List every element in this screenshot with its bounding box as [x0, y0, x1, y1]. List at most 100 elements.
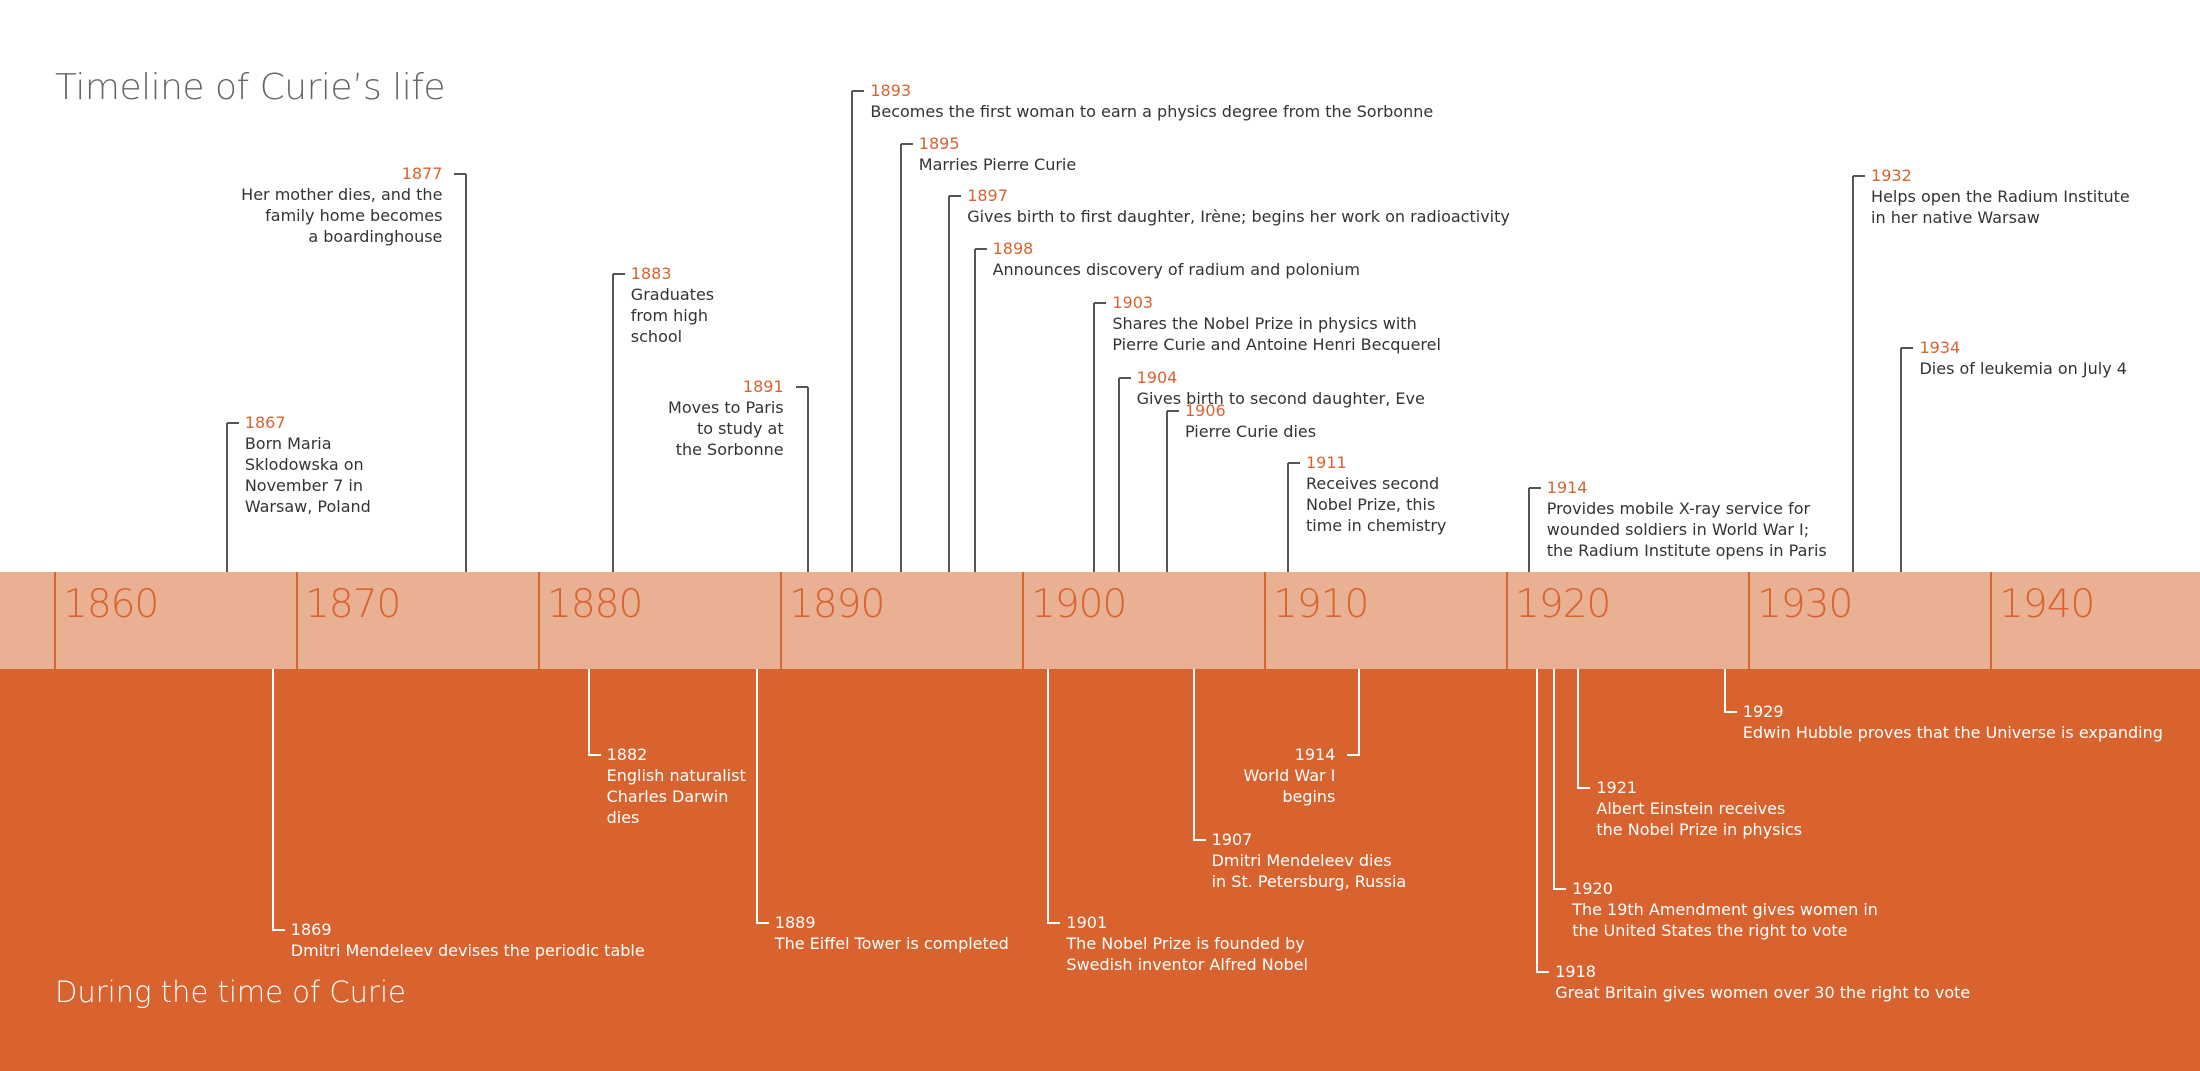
event-description: English naturalist Charles Darwin dies: [606, 766, 746, 827]
world-event: 1918 Great Britain gives women over 30 th…: [1555, 961, 1970, 1003]
event-description: Albert Einstein receives the Nobel Prize…: [1596, 799, 1803, 839]
curie-event: 1883 Graduates from high school: [631, 263, 714, 347]
event-description: The Nobel Prize is founded by Swedish in…: [1066, 934, 1308, 974]
event-year: 1914: [1546, 478, 1588, 497]
curie-event: 1867 Born Maria Sklodowska on November 7 …: [245, 412, 371, 517]
event-year: 1895: [918, 134, 960, 153]
event-year: 1920: [1572, 879, 1613, 898]
event-description: Edwin Hubble proves that the Universe is…: [1742, 723, 2163, 742]
event-year: 1907: [1211, 830, 1253, 849]
event-1891-hook: [795, 386, 808, 388]
event-year: 1882: [606, 745, 648, 764]
world-event: 1929 Edwin Hubble proves that the Univers…: [1743, 701, 2163, 743]
curie-event: 1877 Her mother dies, and the family home…: [241, 163, 442, 247]
world-event: 1889 The Eiffel Tower is completed: [775, 912, 1009, 954]
decade-label: 1910: [1273, 582, 1369, 627]
curie-event: 1914 Provides mobile X-ray service for wo…: [1547, 477, 1827, 561]
event-1914-hook: [1528, 487, 1541, 489]
event-year: 1877: [401, 164, 443, 183]
event-description: Dmitri Mendeleev devises the periodic ta…: [290, 941, 645, 960]
event-1897-connector: [948, 196, 951, 572]
event-description: Great Britain gives women over 30 the ri…: [1555, 983, 1971, 1002]
event-1877-connector: [465, 174, 468, 572]
event-1897-hook: [949, 195, 962, 197]
decade-label: 1870: [305, 582, 401, 627]
event-description: Graduates from high school: [630, 285, 715, 346]
event-1934-connector: [1900, 348, 1903, 572]
event-1898-hook: [974, 248, 987, 250]
event-year: 1883: [630, 264, 672, 283]
event-year: 1914: [1294, 745, 1336, 764]
event-1895-connector: [899, 144, 902, 572]
curie-event: 1932 Helps open the Radium Institute in h…: [1871, 165, 2130, 228]
event-1867-hook: [226, 422, 239, 424]
event-description: Announces discovery of radium and poloni…: [992, 260, 1360, 279]
event-1929-connector: [1723, 669, 1726, 713]
curie-event: 1904 Gives birth to second daughter, Eve: [1137, 367, 1425, 409]
event-1903-connector: [1093, 303, 1096, 572]
event-1918-hook: [1537, 971, 1550, 973]
event-year: 1901: [1066, 913, 1108, 932]
event-year: 1897: [967, 186, 1008, 205]
event-year: 1918: [1555, 962, 1596, 981]
event-1867-connector: [225, 423, 228, 572]
event-1904-hook: [1118, 377, 1131, 379]
event-1921-hook: [1578, 787, 1591, 789]
event-year: 1891: [742, 377, 784, 396]
event-year: 1893: [870, 81, 912, 100]
decade-label: 1890: [789, 582, 885, 627]
world-event: 1869 Dmitri Mendeleev devises the periodi…: [291, 919, 645, 961]
event-1934-hook: [1901, 347, 1914, 349]
event-year: 1904: [1136, 368, 1178, 387]
event-description: The 19th Amendment gives women in the Un…: [1572, 900, 1878, 940]
event-year: 1934: [1919, 338, 1961, 357]
world-event: 1914 World War I begins: [1243, 744, 1335, 807]
page-title: Timeline of Curie’s life: [55, 67, 446, 108]
event-description: Provides mobile X-ray service for wounde…: [1546, 499, 1827, 560]
decade-tick: [1022, 572, 1024, 669]
event-year: 1867: [244, 413, 286, 432]
event-1914-connector: [1358, 669, 1361, 756]
event-description: Pierre Curie dies: [1184, 422, 1317, 441]
event-1921-connector: [1577, 669, 1580, 789]
event-1877-hook: [454, 173, 467, 175]
event-description: Becomes the first woman to earn a physic…: [870, 102, 1434, 121]
event-1907-connector: [1192, 669, 1195, 841]
event-description: World War I begins: [1243, 766, 1336, 806]
event-year: 1906: [1184, 401, 1226, 420]
event-1895-hook: [900, 143, 913, 145]
event-1906-connector: [1165, 411, 1168, 572]
decade-label: 1880: [547, 582, 643, 627]
decade-tick: [1748, 572, 1750, 669]
world-event: 1921 Albert Einstein receives the Nobel P…: [1596, 777, 1802, 840]
event-description: Shares the Nobel Prize in physics with P…: [1112, 314, 1441, 354]
event-description: Gives birth to second daughter, Eve: [1136, 389, 1425, 408]
decade-label: 1940: [1999, 582, 2095, 627]
event-1893-connector: [851, 91, 854, 572]
event-1904-connector: [1117, 378, 1120, 572]
event-1889-connector: [755, 669, 758, 924]
event-1911-connector: [1286, 463, 1289, 572]
decade-label: 1900: [1031, 582, 1127, 627]
curie-event: 1891 Moves to Paris to study at the Sorbo…: [668, 376, 784, 460]
event-year: 1898: [992, 239, 1034, 258]
decade-label: 1860: [63, 582, 159, 627]
event-1883-hook: [612, 273, 625, 275]
event-description: Dies of leukemia on July 4: [1919, 359, 2127, 378]
event-description: Marries Pierre Curie: [918, 155, 1077, 174]
event-description: Dmitri Mendeleev dies in St. Petersburg,…: [1211, 851, 1407, 891]
event-description: Receives second Nobel Prize, this time i…: [1305, 474, 1447, 535]
event-year: 1903: [1112, 293, 1154, 312]
decade-tick: [1264, 572, 1266, 669]
event-1920-connector: [1553, 669, 1556, 890]
event-1891-connector: [806, 387, 809, 572]
event-1914-hook: [1347, 754, 1360, 756]
event-1901-hook: [1048, 922, 1061, 924]
event-description: Moves to Paris to study at the Sorbonne: [668, 398, 784, 459]
decade-tick: [54, 572, 56, 669]
event-description: Her mother dies, and the family home bec…: [241, 185, 443, 246]
decade-tick: [296, 572, 298, 669]
event-1882-hook: [588, 754, 601, 756]
event-description: Born Maria Sklodowska on November 7 in W…: [244, 434, 371, 516]
event-1882-connector: [587, 669, 590, 756]
